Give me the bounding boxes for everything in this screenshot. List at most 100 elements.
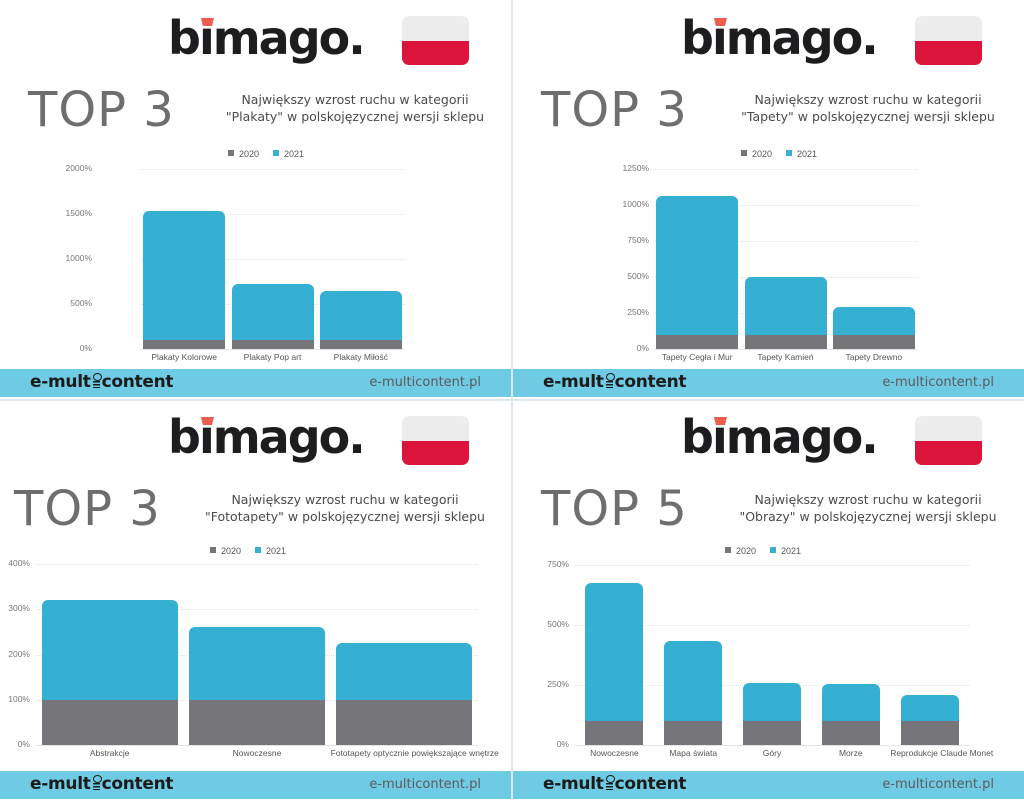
legend-item-2021: 2021 — [770, 546, 801, 556]
legend-swatch-2021-icon — [255, 547, 262, 553]
y-axis-tick-label: 500% — [627, 271, 649, 281]
x-axis-category-label: Nowoczesne — [232, 748, 282, 758]
gridline — [575, 565, 969, 566]
logo-i-with-accent: ı — [711, 410, 728, 464]
logo-text-start: b — [168, 11, 201, 65]
robot-icon — [92, 373, 102, 389]
robot-icon — [605, 373, 615, 389]
bar-segment-2020 — [585, 721, 644, 745]
legend-swatch-2020-icon — [210, 547, 216, 553]
legend-swatch-2021-icon — [273, 150, 280, 156]
bar-segment-2021 — [143, 211, 226, 349]
y-axis-tick-label: 250% — [627, 307, 649, 317]
y-axis-tick-label: 1250% — [622, 163, 649, 173]
bar-segment-2020 — [231, 339, 314, 349]
y-axis-tick-label: 750% — [547, 559, 569, 569]
top-rank-label: TOP 3 — [28, 82, 175, 138]
logo-i-with-accent: ı — [711, 11, 728, 65]
x-axis-category-label: Góry — [762, 748, 782, 758]
panel-obrazy: b ımago. TOP 5 Największy wzrost ruchu w … — [513, 401, 1024, 800]
footer-url: e-multicontent.pl — [882, 375, 994, 390]
bar-segment-2020 — [656, 334, 739, 349]
bar-segment-2021 — [656, 196, 739, 349]
legend-item-2021: 2021 — [786, 149, 817, 159]
bar-2 — [231, 284, 314, 349]
gridline — [575, 625, 969, 626]
x-axis-category-label: Fototapety optycznie powiększające wnętr… — [330, 748, 499, 758]
legend-swatch-2021-icon — [770, 547, 777, 553]
chart-legend: 2020 2021 — [741, 149, 817, 159]
x-axis-category-label: Plakaty Pop art — [243, 352, 302, 362]
bimago-logo: b ımago. — [168, 410, 366, 464]
bar-segment-2020 — [143, 339, 226, 349]
panel-tapety: b ımago. TOP 3 Największy wzrost ruchu w … — [513, 0, 1024, 399]
top-rank-label: TOP 3 — [14, 481, 161, 537]
bar-5 — [900, 694, 959, 745]
y-axis-tick-label: 250% — [547, 679, 569, 689]
bar-segment-2020 — [189, 699, 325, 745]
y-axis-tick-label: 300% — [8, 603, 30, 614]
y-axis-tick-label: 100% — [8, 693, 30, 704]
bar-segment-2020 — [664, 720, 723, 745]
y-axis-tick-label: 500% — [547, 619, 569, 629]
y-axis-tick-label: 2000% — [65, 163, 92, 173]
bar-1 — [143, 211, 226, 349]
logo-text-end: mago. — [212, 410, 366, 464]
logo-accent-icon — [713, 417, 727, 425]
legend-swatch-2020-icon — [725, 547, 731, 553]
y-axis-tick-label: 0% — [636, 343, 649, 353]
bar-3 — [319, 290, 402, 349]
logo-accent-icon — [200, 417, 214, 425]
logo-text-end: mago. — [212, 11, 366, 65]
x-axis-category-label: Plakaty Miłość — [333, 352, 388, 362]
bar-1 — [585, 583, 644, 745]
poland-flag-icon — [402, 16, 469, 65]
legend-item-2020: 2020 — [725, 546, 756, 556]
poland-flag-icon — [915, 16, 982, 65]
legend-swatch-2021-icon — [786, 150, 793, 156]
panel-fototapety: b ımago. TOP 3 Największy wzrost ruchu w … — [0, 401, 511, 800]
robot-icon — [605, 775, 615, 791]
legend-item-2021: 2021 — [255, 546, 286, 556]
y-axis-tick-label: 500% — [70, 298, 92, 308]
x-axis-category-label: Abstrakcje — [89, 748, 130, 758]
x-axis-category-label: Plakaty Kolorowe — [151, 352, 217, 362]
y-axis-tick-label: 750% — [627, 235, 649, 245]
bar-1 — [656, 196, 739, 349]
logo-i-with-accent: ı — [198, 410, 215, 464]
y-axis-tick-label: 0% — [79, 343, 92, 353]
gridline — [140, 214, 405, 215]
chart-subtitle: Największy wzrost ruchu w kategorii "Fot… — [205, 492, 485, 524]
e-multicontent-logo: e-mult content — [30, 372, 174, 392]
bar-segment-2021 — [585, 583, 644, 745]
y-axis-tick-label: 0% — [17, 739, 30, 749]
y-axis-tick-label: 1000% — [65, 253, 92, 263]
legend-item-2020: 2020 — [210, 546, 241, 556]
logo-text-start: b — [681, 11, 714, 65]
bar-segment-2020 — [336, 699, 473, 745]
bar-segment-2021 — [319, 290, 402, 349]
gridline — [653, 349, 918, 350]
bar-segment-2020 — [319, 340, 402, 349]
gridline — [653, 169, 918, 170]
gridline — [36, 745, 478, 746]
chart-legend: 2020 2021 — [228, 149, 304, 159]
y-axis-tick-label: 200% — [8, 648, 30, 659]
logo-accent-icon — [713, 18, 727, 26]
bar-segment-2020 — [41, 699, 178, 745]
bar-segment-2021 — [231, 284, 314, 349]
bar-segment-2020 — [743, 720, 801, 745]
bar-3 — [743, 682, 801, 745]
chart-subtitle: Największy wzrost ruchu w kategorii "Pla… — [225, 92, 485, 124]
x-axis-category-label: Nowoczesne — [590, 748, 639, 758]
legend-swatch-2020-icon — [228, 150, 234, 156]
logo-accent-icon — [200, 18, 214, 26]
logo-text-end: mago. — [725, 410, 879, 464]
y-axis-tick-label: 400% — [8, 558, 30, 568]
e-multicontent-logo: e-mult content — [30, 774, 174, 794]
chart-legend: 2020 2021 — [725, 546, 801, 556]
footer-bar: e-mult content e-multicontent.pl — [0, 771, 511, 799]
bar-2 — [744, 277, 827, 349]
top-rank-label: TOP 5 — [541, 481, 688, 537]
